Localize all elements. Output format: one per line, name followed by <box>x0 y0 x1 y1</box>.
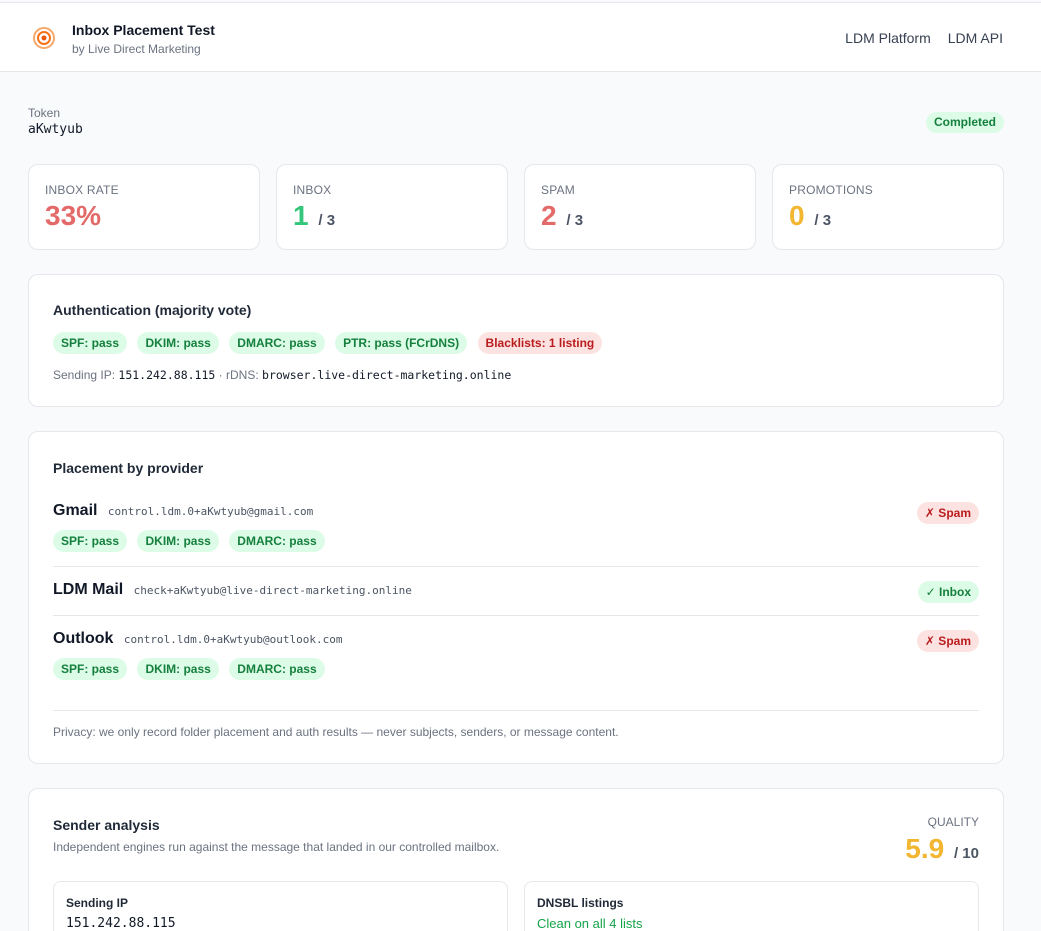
stat-denominator: / 3 <box>566 212 584 229</box>
provider-name: Gmail <box>53 502 98 519</box>
app-header: Inbox Placement Test by Live Direct Mark… <box>0 2 1041 72</box>
stat-value: 2 / 3 <box>541 200 584 231</box>
stat-card-spam: SPAM 2 / 3 <box>524 164 756 250</box>
nav-link-ldm-api[interactable]: LDM API <box>947 30 1003 46</box>
stat-label: INBOX <box>293 183 332 197</box>
stat-denominator: / 3 <box>814 212 832 229</box>
placement-status-badge: ✗ Spam <box>916 630 979 652</box>
sending-ip-card-title: Sending IP <box>66 896 129 910</box>
sender-subtitle: Independent engines run against the mess… <box>53 840 500 854</box>
stat-value: 1 / 3 <box>293 200 336 231</box>
row-divider <box>53 710 979 711</box>
provider-row-outlook: Outlook control.ldm.0+aKwtyub@outlook.co… <box>53 630 979 680</box>
stat-card-promotions: PROMOTIONS 0 / 3 <box>772 164 1004 250</box>
app-title: Inbox Placement Test <box>72 22 215 38</box>
placement-title: Placement by provider <box>53 460 204 476</box>
placement-panel: Placement by provider Gmail control.ldm.… <box>28 431 1004 764</box>
target-icon <box>33 27 55 49</box>
spf-badge: SPF: pass <box>53 658 128 680</box>
top-nav: LDM Platform LDM API <box>845 30 1003 46</box>
quality-score: 5.9 / 10 <box>905 833 979 864</box>
dmarc-badge: DMARC: pass <box>229 658 325 680</box>
auth-panel: Authentication (majority vote) SPF: pass… <box>28 274 1004 407</box>
placement-status-badge: ✓ Inbox <box>917 581 979 603</box>
auth-pills: SPF: pass DKIM: pass DMARC: pass PTR: pa… <box>53 332 608 354</box>
stats-row: INBOX RATE 33% INBOX 1 / 3 SPAM 2 / 3 PR… <box>28 164 1004 250</box>
stat-label: SPAM <box>541 183 575 197</box>
stat-card-inbox: INBOX 1 / 3 <box>276 164 508 250</box>
sending-ip-value: 151.242.88.115 <box>118 368 216 382</box>
sending-ip-card: Sending IP 151.242.88.115 <box>53 881 508 931</box>
provider-auth-pills: SPF: pass DKIM: pass DMARC: pass <box>53 658 979 680</box>
provider-email: control.ldm.0+aKwtyub@gmail.com <box>107 505 314 518</box>
spf-badge: SPF: pass <box>53 332 128 354</box>
sender-title: Sender analysis <box>53 817 160 833</box>
provider-row-gmail: Gmail control.ldm.0+aKwtyub@gmail.com ✗ … <box>53 502 979 552</box>
provider-name: Outlook <box>53 630 114 647</box>
nav-link-ldm-platform[interactable]: LDM Platform <box>845 30 931 46</box>
dmarc-badge: DMARC: pass <box>229 332 325 354</box>
dnsbl-card-title: DNSBL listings <box>537 896 624 910</box>
stat-value: 33% <box>45 200 102 231</box>
stat-value: 0 / 3 <box>789 200 832 231</box>
quality-label: QUALITY <box>927 815 979 829</box>
sending-ip-line: Sending IP: 151.242.88.115 · rDNS: brows… <box>53 368 511 382</box>
provider-row-ldm-mail: LDM Mail check+aKwtyub@live-direct-marke… <box>53 581 979 603</box>
sending-ip-label: Sending IP: <box>53 368 116 382</box>
dkim-badge: DKIM: pass <box>137 530 219 552</box>
stat-denominator: / 3 <box>318 212 336 229</box>
row-divider <box>53 566 979 567</box>
sending-ip-card-value: 151.242.88.115 <box>66 916 176 931</box>
stat-card-inbox-rate: INBOX RATE 33% <box>28 164 260 250</box>
dmarc-badge: DMARC: pass <box>229 530 325 552</box>
auth-title: Authentication (majority vote) <box>53 302 252 318</box>
rdns-value: browser.live-direct-marketing.online <box>262 368 512 382</box>
rdns-label: · rDNS: <box>218 368 259 382</box>
app-subtitle: by Live Direct Marketing <box>72 42 201 56</box>
dkim-badge: DKIM: pass <box>137 658 219 680</box>
dkim-badge: DKIM: pass <box>137 332 219 354</box>
dnsbl-card-value: Clean on all 4 lists <box>537 916 643 931</box>
token-value: aKwtyub <box>28 122 83 137</box>
provider-email: control.ldm.0+aKwtyub@outlook.com <box>123 633 343 646</box>
quality-denominator: / 10 <box>953 845 979 862</box>
privacy-note: Privacy: we only record folder placement… <box>53 725 619 739</box>
status-badge: Completed <box>925 112 1004 133</box>
stat-label: PROMOTIONS <box>789 183 874 197</box>
provider-name: LDM Mail <box>53 581 124 598</box>
token-label: Token <box>28 106 61 120</box>
sender-analysis-panel: Sender analysis Independent engines run … <box>28 788 1004 931</box>
provider-auth-pills: SPF: pass DKIM: pass DMARC: pass <box>53 530 979 552</box>
stat-label: INBOX RATE <box>45 183 119 197</box>
row-divider <box>53 615 979 616</box>
spf-badge: SPF: pass <box>53 530 128 552</box>
ptr-badge: PTR: pass (FCrDNS) <box>335 332 468 354</box>
dnsbl-card: DNSBL listings Clean on all 4 lists <box>524 881 979 931</box>
blacklist-badge: Blacklists: 1 listing <box>477 332 603 354</box>
provider-email: check+aKwtyub@live-direct-marketing.onli… <box>133 584 412 597</box>
placement-status-badge: ✗ Spam <box>916 502 979 524</box>
